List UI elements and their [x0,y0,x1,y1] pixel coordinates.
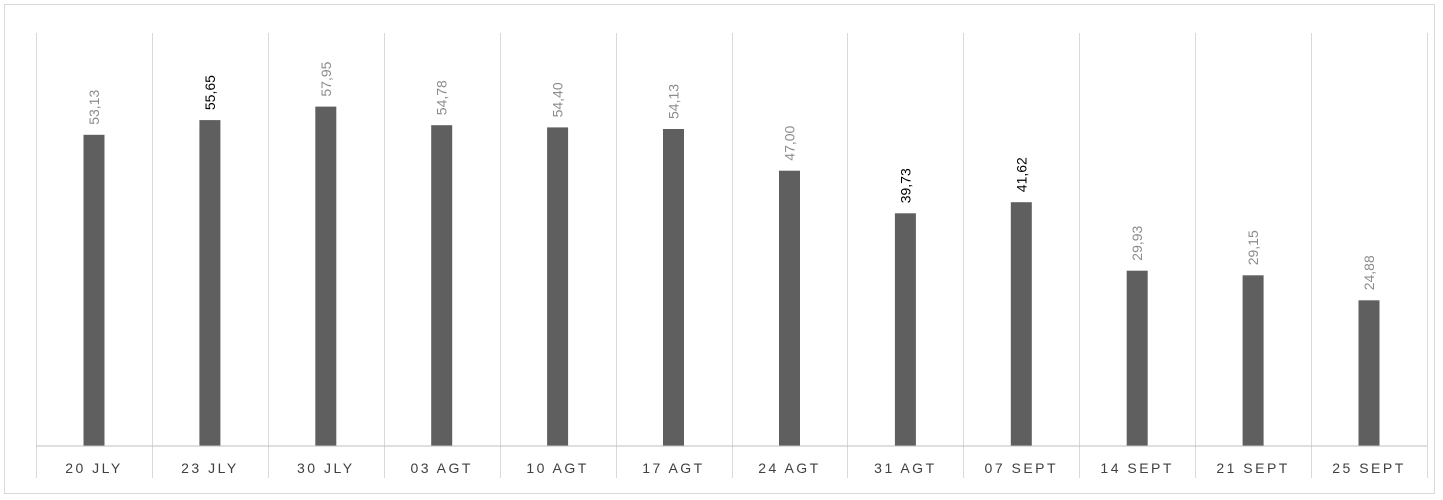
x-axis-tick-labels: 20 JLY 23 JLY 30 JLY 03 AGT 10 AGT 17 AGT 24 A… [65,460,1406,476]
x-tick-label: 24 AGT [758,460,820,476]
x-tick-label: 20 JLY [65,460,123,476]
bar-10-agt [547,127,569,447]
x-tick-label: 03 AGT [410,460,472,476]
gridlines [36,33,1428,478]
data-label: 29,93 [1129,225,1145,260]
bar-17-agt [663,129,684,446]
x-tick-label: 10 AGT [526,460,588,476]
x-tick-label: 25 SEPT [1332,460,1406,476]
data-label: 39,73 [897,168,913,203]
x-tick-label: 31 AGT [874,460,936,476]
chart-frame: 53,13 55,65 57,95 54,78 54,40 54,13 47,00 39,73… [4,4,1435,494]
bars [83,106,1380,447]
data-label: 29,15 [1245,230,1261,265]
bar-21-sept [1242,275,1264,446]
x-tick-label: 21 SEPT [1216,460,1290,476]
bar-25-sept [1358,300,1380,446]
bar-07-sept [1010,202,1032,446]
data-label: 24,88 [1361,255,1377,290]
data-label: 57,95 [318,61,334,96]
bar-03-agt [431,125,453,446]
x-tick-label: 30 JLY [297,460,355,476]
x-tick-label: 07 SEPT [985,460,1059,476]
data-label: 53,13 [86,90,102,125]
bar-31-agt [894,213,916,446]
data-label: 47,00 [782,125,798,160]
bar-chart: 53,13 55,65 57,95 54,78 54,40 54,13 47,00 39,73… [36,33,1428,478]
x-tick-label: 17 AGT [642,460,704,476]
data-labels: 53,13 55,65 57,95 54,78 54,40 54,13 47,00 39,73… [86,61,1377,290]
x-tick-label: 23 JLY [181,460,239,476]
data-label: 41,62 [1013,157,1029,192]
bar-23-jly [199,120,221,446]
x-tick-label: 14 SEPT [1100,460,1174,476]
bar-14-sept [1126,270,1148,446]
data-label: 54,40 [550,82,566,117]
bar-30-jly [315,106,337,446]
bar-24-agt [779,170,800,446]
data-label: 54,13 [666,84,682,119]
data-label: 54,78 [434,80,450,115]
bar-20-jly [83,134,105,447]
data-label: 55,65 [202,75,218,110]
